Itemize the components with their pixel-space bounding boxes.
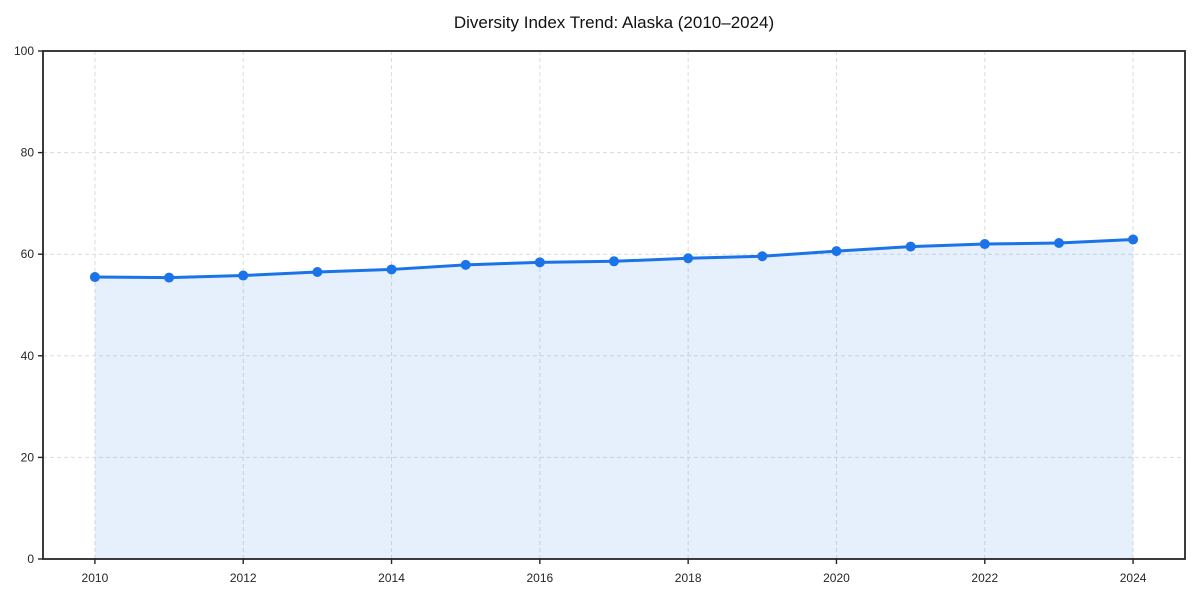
chart-title: Diversity Index Trend: Alaska (2010–2024… <box>454 13 774 32</box>
y-tick-label: 20 <box>21 450 35 464</box>
data-point-marker <box>460 259 471 270</box>
y-tick-label: 40 <box>21 349 35 363</box>
x-tick-label: 2020 <box>823 571 850 585</box>
x-tick-label: 2012 <box>230 571 257 585</box>
data-point-marker <box>164 272 175 283</box>
data-point-marker <box>905 241 916 252</box>
data-point-marker <box>1128 234 1139 245</box>
data-point-marker <box>609 256 619 267</box>
x-tick-label: 2014 <box>378 571 405 585</box>
y-tick-label: 60 <box>21 247 35 261</box>
y-tick-label: 80 <box>21 146 35 160</box>
area-fill <box>94 239 1134 559</box>
plot-layers: 0 20 40 60 80 100 2010 2012 2014 2016 2018 2020 2022… <box>14 44 1186 585</box>
x-tick-label: 2016 <box>526 571 553 585</box>
data-point-marker <box>89 272 100 283</box>
data-point-marker <box>312 266 323 277</box>
y-tick-label: 0 <box>27 552 34 566</box>
x-tick-label: 2022 <box>971 571 998 585</box>
x-tick-label: 2010 <box>82 571 109 585</box>
y-tick-label: 100 <box>14 44 34 58</box>
x-tick-label: 2024 <box>1120 571 1147 585</box>
data-point-marker <box>757 251 768 262</box>
data-point-marker <box>831 246 842 257</box>
data-point-marker <box>1053 238 1064 249</box>
data-point-marker <box>683 253 694 264</box>
data-point-marker <box>534 257 545 268</box>
data-point-marker <box>238 270 249 281</box>
data-point-marker <box>979 239 990 250</box>
x-tick-label: 2018 <box>675 571 702 585</box>
plot-border <box>42 50 1186 560</box>
data-point-marker <box>386 264 397 275</box>
